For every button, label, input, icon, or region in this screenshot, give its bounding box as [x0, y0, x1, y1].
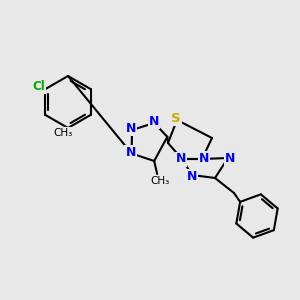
Text: N: N [126, 122, 136, 136]
Text: N: N [176, 152, 186, 166]
Text: N: N [225, 152, 235, 164]
Text: N: N [149, 116, 159, 128]
Text: N: N [125, 146, 136, 159]
Text: CH₃: CH₃ [151, 176, 170, 186]
Text: N: N [187, 169, 197, 182]
Text: CH₃: CH₃ [53, 128, 73, 138]
Text: S: S [171, 112, 181, 124]
Text: Cl: Cl [32, 80, 45, 94]
Text: N: N [199, 152, 209, 164]
